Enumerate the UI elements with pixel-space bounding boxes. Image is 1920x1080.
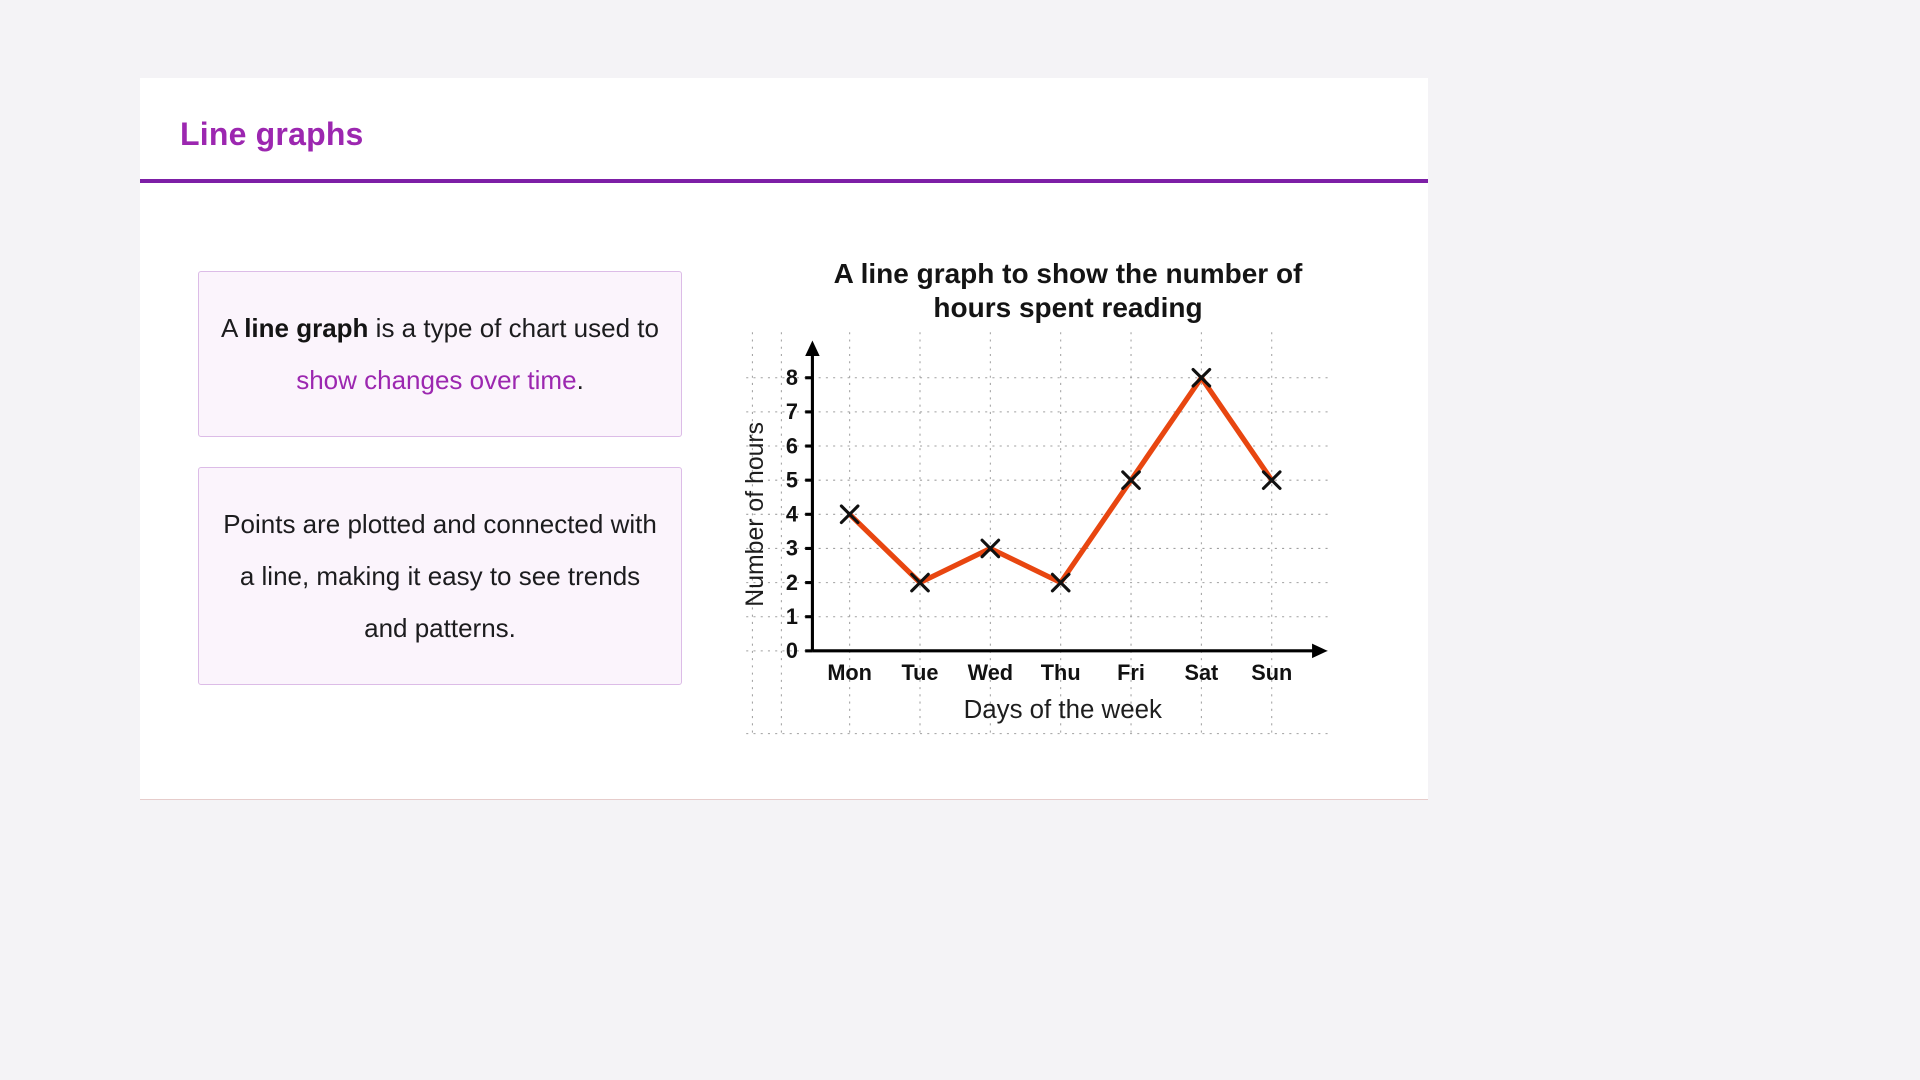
- y-axis-title: Number of hours: [742, 422, 769, 607]
- x-tick-label: Fri: [1117, 660, 1145, 685]
- y-axis-arrow: [805, 340, 820, 357]
- y-tick-label: 2: [786, 570, 798, 595]
- line-chart-figure: A line graph to show the number of hours…: [740, 257, 1344, 742]
- accent-phrase: show changes over time: [296, 365, 577, 395]
- x-tick-label: Mon: [827, 660, 872, 685]
- x-tick-label: Thu: [1041, 660, 1081, 685]
- x-tick-label: Sun: [1251, 660, 1292, 685]
- data-point-marker: [1261, 470, 1282, 491]
- chart-title: A line graph to show the number of hours…: [833, 258, 1303, 323]
- y-tick-label: 1: [786, 604, 798, 629]
- text-column: A line graph is a type of chart used to …: [198, 271, 682, 685]
- definition-bold-term: line graph: [244, 313, 369, 343]
- title-divider: [140, 179, 1428, 183]
- definition-text-prefix: A: [221, 313, 245, 343]
- x-axis-arrow: [1312, 643, 1328, 659]
- content-area: A line graph is a type of chart used to …: [140, 183, 1428, 742]
- page-title: Line graphs: [180, 116, 364, 152]
- definition-text-mid: is a type of chart used to: [368, 313, 659, 343]
- y-tick-label: 3: [786, 536, 798, 561]
- data-point-marker: [839, 504, 860, 525]
- x-tick-label: Tue: [901, 660, 938, 685]
- line-chart: 0 1 2 3 4 5 6 7 8 Mon Tue Wed Thu Fri Sat Sun Days of th…: [742, 332, 1328, 736]
- data-point-marker: [1050, 572, 1071, 593]
- y-tick-label: 6: [786, 433, 798, 458]
- x-axis-title: Days of the week: [964, 696, 1162, 724]
- x-tick-label: Wed: [968, 660, 1013, 685]
- y-tick-label: 8: [786, 365, 798, 390]
- definition-text: A line graph is a type of chart used to …: [219, 302, 661, 406]
- y-tick-label: 0: [786, 638, 798, 663]
- y-tick-label: 4: [786, 502, 798, 527]
- points-box: Points are plotted and connected with a …: [198, 467, 682, 685]
- definition-box: A line graph is a type of chart used to …: [198, 271, 682, 437]
- y-tick-label: 7: [786, 399, 798, 424]
- data-point-marker: [1191, 368, 1212, 388]
- x-tick-label: Sat: [1184, 660, 1218, 685]
- data-point-marker: [1121, 470, 1141, 491]
- content-card: Line graphs A line graph is a type of ch…: [140, 78, 1428, 800]
- data-point-marker: [910, 572, 930, 593]
- card-header: Line graphs: [140, 78, 1428, 153]
- definition-text-suffix: .: [576, 365, 584, 395]
- y-tick-label: 5: [786, 468, 798, 493]
- points-text: Points are plotted and connected with a …: [223, 509, 657, 643]
- data-point-marker: [980, 538, 1001, 559]
